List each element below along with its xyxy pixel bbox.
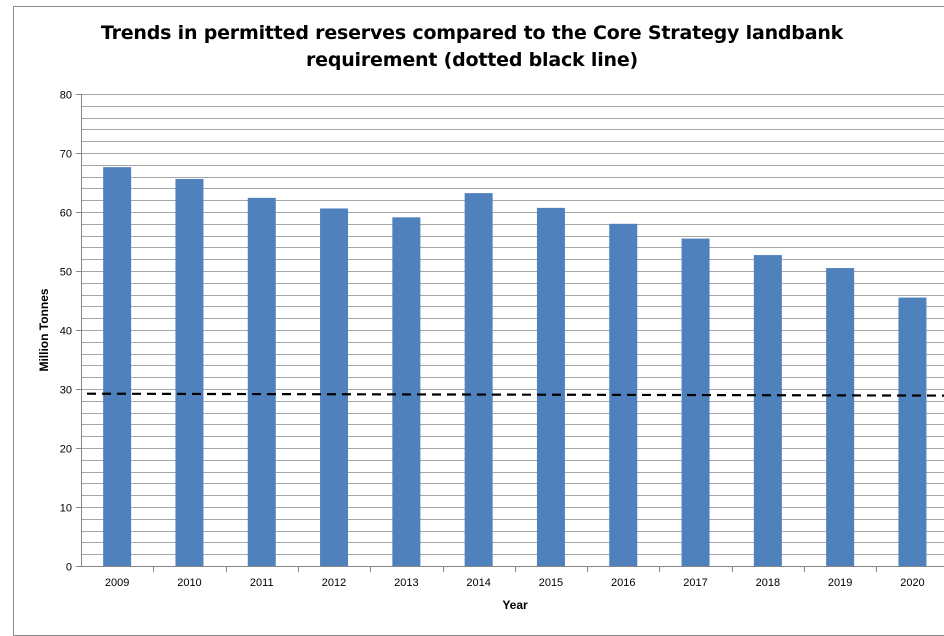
bar: [392, 217, 421, 566]
bar: [753, 255, 782, 566]
bar: [320, 208, 349, 566]
bar: [681, 238, 710, 567]
chart-title-line-2: requirement (dotted black line): [305, 49, 639, 71]
x-tick-label: 2011: [250, 577, 274, 589]
reference-line-layer: [86, 392, 944, 397]
y-tick-label: 20: [60, 444, 72, 456]
x-tick-label: 2015: [539, 577, 563, 589]
bar: [536, 207, 565, 566]
bar: [247, 197, 276, 566]
y-tick-label: 40: [60, 326, 72, 338]
bar-series: [103, 167, 927, 567]
gridlines: [81, 94, 944, 555]
y-tick-label: 80: [60, 90, 72, 102]
x-tick-label: 2013: [394, 577, 418, 589]
bar: [898, 297, 927, 566]
x-tick-label: 2018: [756, 577, 780, 589]
x-tick-label: 2009: [105, 577, 129, 589]
landbank-requirement-line: [86, 392, 944, 397]
bar: [175, 178, 204, 566]
y-tick-label: 70: [60, 149, 72, 161]
x-tick-label: 2012: [322, 577, 346, 589]
y-tick-label: 30: [60, 385, 72, 397]
x-tick-label: 2016: [611, 577, 635, 589]
x-tick-label: 2020: [900, 577, 924, 589]
chart-title-line-1: Trends in permitted reserves compared to…: [100, 22, 844, 44]
x-tick-label: 2017: [683, 577, 707, 589]
x-tick-label: 2010: [177, 577, 201, 589]
bar: [826, 268, 855, 566]
y-axis-title: Million Tonnes: [37, 288, 51, 371]
chart-plot: 0 10 20 30 40 50 60 70 80 2009 2010 2011 2012 2013 201…: [37, 90, 944, 612]
y-tick-label: 50: [60, 267, 72, 279]
x-tick-label: 2019: [828, 577, 852, 589]
y-tick-label: 60: [60, 208, 72, 220]
y-tick-label: 10: [60, 503, 72, 515]
bar: [103, 167, 132, 566]
y-tick-label: 0: [66, 562, 72, 574]
x-tick-label: 2014: [466, 577, 490, 589]
axes: 0 10 20 30 40 50 60 70 80 2009 2010 2011 2012 2013 201…: [60, 90, 944, 589]
bar: [464, 193, 493, 566]
x-axis-title: Year: [502, 598, 528, 612]
